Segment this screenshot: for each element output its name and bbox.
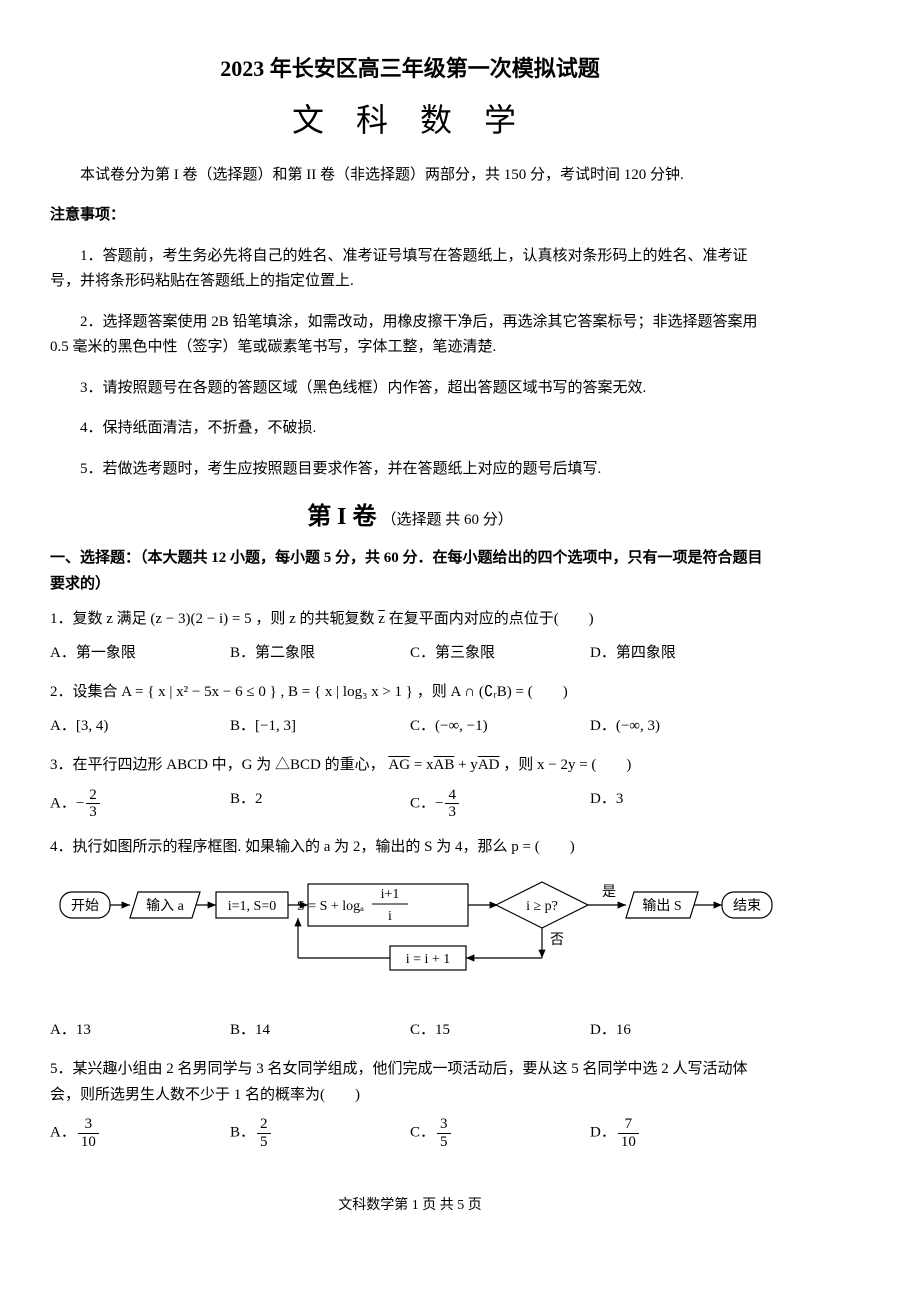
- flow-cond: i ≥ p?: [526, 899, 558, 914]
- q5-c-den: 5: [437, 1134, 451, 1151]
- q3-a-pre: A．−: [50, 795, 84, 811]
- q3-option-c: C．−43: [410, 783, 590, 825]
- flow-assign-den: i: [388, 909, 392, 924]
- q3-stem-a: 3．在平行四边形 ABCD 中，G 为 △BCD 的重心，: [50, 757, 385, 773]
- q1-stem-b: 在复平面内对应的点位于( ): [385, 611, 594, 627]
- flow-yes-label: 是: [602, 885, 616, 900]
- q4-option-c: C．15: [410, 1014, 590, 1048]
- flow-end: 结束: [733, 898, 761, 914]
- q3-option-b: B．2: [230, 783, 410, 825]
- exam-title: 2023 年长安区高三年级第一次模拟试题: [50, 50, 770, 87]
- q2-option-d: D．(−∞, 3): [590, 710, 770, 744]
- q3-a-den: 3: [86, 804, 100, 821]
- q1-option-c: C．第三象限: [410, 637, 590, 671]
- q1-option-b: B．第二象限: [230, 637, 410, 671]
- q3-vec-ab: AB: [434, 757, 455, 773]
- flow-output: 输出 S: [642, 898, 681, 914]
- part-heading: 一、选择题：（本大题共 12 小题，每小题 5 分，共 60 分．在每小题给出的…: [50, 546, 770, 597]
- page-footer: 文科数学第 1 页 共 5 页: [50, 1194, 770, 1218]
- q5-d-pre: D．: [590, 1125, 616, 1141]
- q5-d-den: 10: [618, 1134, 639, 1151]
- q3-eq-mid2: + y: [454, 757, 477, 773]
- q5-options: A．310 B．25 C．35 D．710: [50, 1112, 770, 1154]
- flow-assign-pre: S = S + logₐ: [297, 899, 364, 914]
- q5-a-num: 3: [78, 1116, 99, 1134]
- q5-option-c: C．35: [410, 1112, 590, 1154]
- q3-stem-b: ，则 x − 2y = ( ): [503, 757, 631, 773]
- q5-c-num: 3: [437, 1116, 451, 1134]
- question-1: 1．复数 z 满足 (z − 3)(2 − i) = 5 ，则 z 的共轭复数 …: [50, 607, 770, 633]
- notice-item: 3．请按照题号在各题的答题区域（黑色线框）内作答，超出答题区域书写的答案无效.: [50, 376, 770, 402]
- q3-c-num: 4: [445, 787, 459, 805]
- q4-option-a: A．13: [50, 1014, 230, 1048]
- q2-option-a: A．[3, 4): [50, 710, 230, 744]
- notice-heading: 注意事项：: [50, 203, 770, 229]
- q3-eq-mid: = x: [414, 757, 434, 773]
- q3-option-d: D．3: [590, 783, 770, 825]
- section-title: 第 I 卷 （选择题 共 60 分）: [50, 497, 770, 538]
- question-5: 5．某兴趣小组由 2 名男同学与 3 名女同学组成，他们完成一项活动后，要从这 …: [50, 1057, 770, 1108]
- q1-stem-a: 1．复数 z 满足 (z − 3)(2 − i) = 5 ，则 z 的共轭复数: [50, 611, 378, 627]
- q3-vec-ad: AD: [478, 757, 500, 773]
- q5-b-num: 2: [257, 1116, 271, 1134]
- q4-option-d: D．16: [590, 1014, 770, 1048]
- q5-option-a: A．310: [50, 1112, 230, 1154]
- q2-option-b: B．[−1, 3]: [230, 710, 410, 744]
- q3-a-num: 2: [86, 787, 100, 805]
- notice-item: 1．答题前，考生务必先将自己的姓名、准考证号填写在答题纸上，认真核对条形码上的姓…: [50, 244, 770, 295]
- q5-b-pre: B．: [230, 1125, 255, 1141]
- q3-c-den: 3: [445, 804, 459, 821]
- question-3: 3．在平行四边形 ABCD 中，G 为 △BCD 的重心， AG = xAB +…: [50, 753, 770, 779]
- flow-no-label: 否: [550, 933, 564, 948]
- question-2: 2．设集合 A = { x | x² − 5x − 6 ≤ 0 } , B = …: [50, 680, 770, 706]
- q5-b-den: 5: [257, 1134, 271, 1151]
- q5-a-den: 10: [78, 1134, 99, 1151]
- q2-options: A．[3, 4) B．[−1, 3] C．(−∞, −1) D．(−∞, 3): [50, 710, 770, 744]
- flow-init: i=1, S=0: [228, 899, 276, 914]
- subject-title: 文 科 数 学: [50, 93, 770, 147]
- q1-option-d: D．第四象限: [590, 637, 770, 671]
- notice-item: 5．若做选考题时，考生应按照题目要求作答，并在答题纸上对应的题号后填写.: [50, 457, 770, 483]
- flow-input: 输入 a: [146, 898, 184, 914]
- q4-options: A．13 B．14 C．15 D．16: [50, 1014, 770, 1048]
- q5-a-pre: A．: [50, 1125, 76, 1141]
- question-4: 4．执行如图所示的程序框图. 如果输入的 a 为 2，输出的 S 为 4，那么 …: [50, 835, 770, 861]
- section-label-small: （选择题 共 60 分）: [382, 512, 513, 528]
- q3-vec-ag: AG: [388, 757, 410, 773]
- flowchart-diagram: 开始 输入 a i=1, S=0 S = S + logₐ i+1 i i ≥ …: [50, 874, 770, 1004]
- q4-option-b: B．14: [230, 1014, 410, 1048]
- q5-d-num: 7: [618, 1116, 639, 1134]
- q2-option-c: C．(−∞, −1): [410, 710, 590, 744]
- q5-option-b: B．25: [230, 1112, 410, 1154]
- q5-c-pre: C．: [410, 1125, 435, 1141]
- q1-options: A．第一象限 B．第二象限 C．第三象限 D．第四象限: [50, 637, 770, 671]
- notice-item: 4．保持纸面清洁，不折叠，不破损.: [50, 416, 770, 442]
- flow-start: 开始: [71, 898, 99, 914]
- q5-option-d: D．710: [590, 1112, 770, 1154]
- notice-item: 2．选择题答案使用 2B 铅笔填涂，如需改动，用橡皮擦干净后，再选涂其它答案标号…: [50, 310, 770, 361]
- q1-conjugate-z: z: [378, 611, 385, 627]
- q3-c-pre: C．−: [410, 795, 443, 811]
- section-label-big: 第 I 卷: [307, 504, 376, 530]
- q3-option-a: A．−23: [50, 783, 230, 825]
- flow-inc: i = i + 1: [406, 952, 451, 967]
- exam-intro: 本试卷分为第 I 卷（选择题）和第 II 卷（非选择题）两部分，共 150 分，…: [50, 163, 770, 189]
- q3-options: A．−23 B．2 C．−43 D．3: [50, 783, 770, 825]
- q1-option-a: A．第一象限: [50, 637, 230, 671]
- flow-assign-num: i+1: [381, 887, 400, 902]
